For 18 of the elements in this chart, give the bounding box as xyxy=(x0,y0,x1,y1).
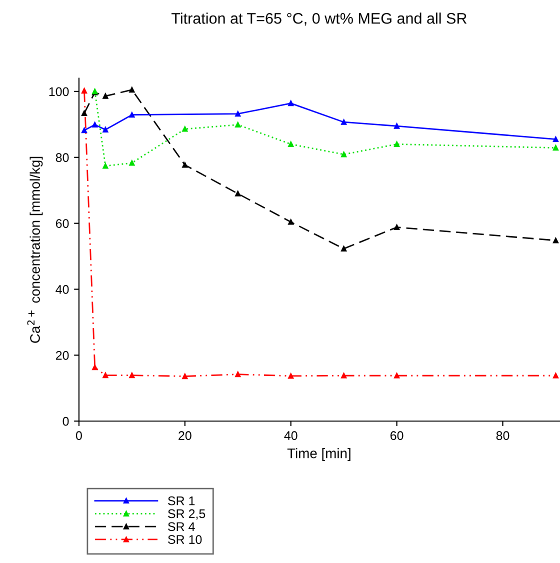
chart-title: Titration at T=65 °C, 0 wt% MEG and all SR xyxy=(172,12,467,26)
x-tick-label: 20 xyxy=(178,431,192,440)
x-tick-label: 0 xyxy=(76,431,82,440)
y-axis-title: Ca$^{2+}$ concentration [mmol/kg] xyxy=(27,156,43,343)
y-tick-label: 0 xyxy=(62,416,69,426)
x-tick-label: 40 xyxy=(284,431,298,440)
legend-label: SR 1 xyxy=(168,496,195,506)
y-tick-label: 20 xyxy=(56,350,69,360)
y-tick-label: 60 xyxy=(56,219,69,228)
y-tick-label: 100 xyxy=(49,87,69,96)
x-axis-title: Time [min] xyxy=(287,448,350,461)
y-tick-label: 80 xyxy=(56,153,69,162)
legend-label: SR 2,5 xyxy=(168,509,206,520)
x-tick-label: 60 xyxy=(390,431,404,440)
x-tick-label: 80 xyxy=(496,431,510,440)
legend-label: SR 4 xyxy=(168,522,195,532)
legend-label: SR 10 xyxy=(168,535,202,544)
y-tick-label: 40 xyxy=(56,285,69,294)
